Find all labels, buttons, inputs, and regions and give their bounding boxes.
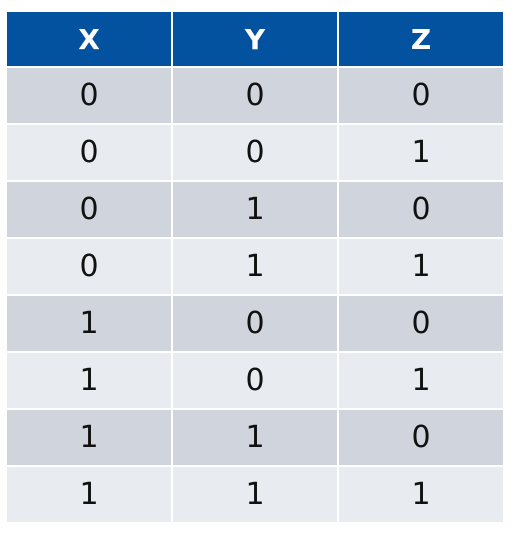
table-row: 1 0 0 — [7, 296, 503, 351]
table-body: 0 0 0 0 0 1 0 1 0 0 1 1 1 0 0 1 0 1 — [7, 68, 503, 522]
table-row: 1 1 1 — [7, 467, 503, 522]
table-cell: 0 — [7, 182, 171, 237]
column-header-z: Z — [339, 12, 503, 66]
table-row: 0 1 1 — [7, 239, 503, 294]
column-header-x: X — [7, 12, 171, 66]
table-cell: 0 — [173, 353, 337, 408]
table-cell: 1 — [7, 467, 171, 522]
table-cell: 1 — [173, 467, 337, 522]
table-cell: 1 — [339, 125, 503, 180]
table-row: 1 1 0 — [7, 410, 503, 465]
table-row: 0 0 1 — [7, 125, 503, 180]
table-cell: 1 — [173, 239, 337, 294]
table-cell: 0 — [173, 125, 337, 180]
table-cell: 1 — [173, 410, 337, 465]
table-cell: 1 — [339, 467, 503, 522]
table-cell: 1 — [7, 296, 171, 351]
table-cell: 1 — [173, 182, 337, 237]
table-cell: 1 — [339, 239, 503, 294]
table-row: 1 0 1 — [7, 353, 503, 408]
table-cell: 0 — [173, 68, 337, 123]
table-cell: 1 — [7, 353, 171, 408]
table-cell: 0 — [339, 296, 503, 351]
table-row: 0 0 0 — [7, 68, 503, 123]
table-row: 0 1 0 — [7, 182, 503, 237]
table-cell: 0 — [7, 68, 171, 123]
table-header: X Y Z — [7, 12, 503, 66]
table-cell: 0 — [339, 68, 503, 123]
table-cell: 1 — [339, 353, 503, 408]
table-cell: 0 — [339, 410, 503, 465]
table-cell: 0 — [339, 182, 503, 237]
table-cell: 0 — [7, 239, 171, 294]
column-header-y: Y — [173, 12, 337, 66]
table-cell: 0 — [7, 125, 171, 180]
table-cell: 1 — [7, 410, 171, 465]
header-row: X Y Z — [7, 12, 503, 66]
table-cell: 0 — [173, 296, 337, 351]
truth-table: X Y Z 0 0 0 0 0 1 0 1 0 0 1 1 1 0 0 — [5, 10, 505, 524]
